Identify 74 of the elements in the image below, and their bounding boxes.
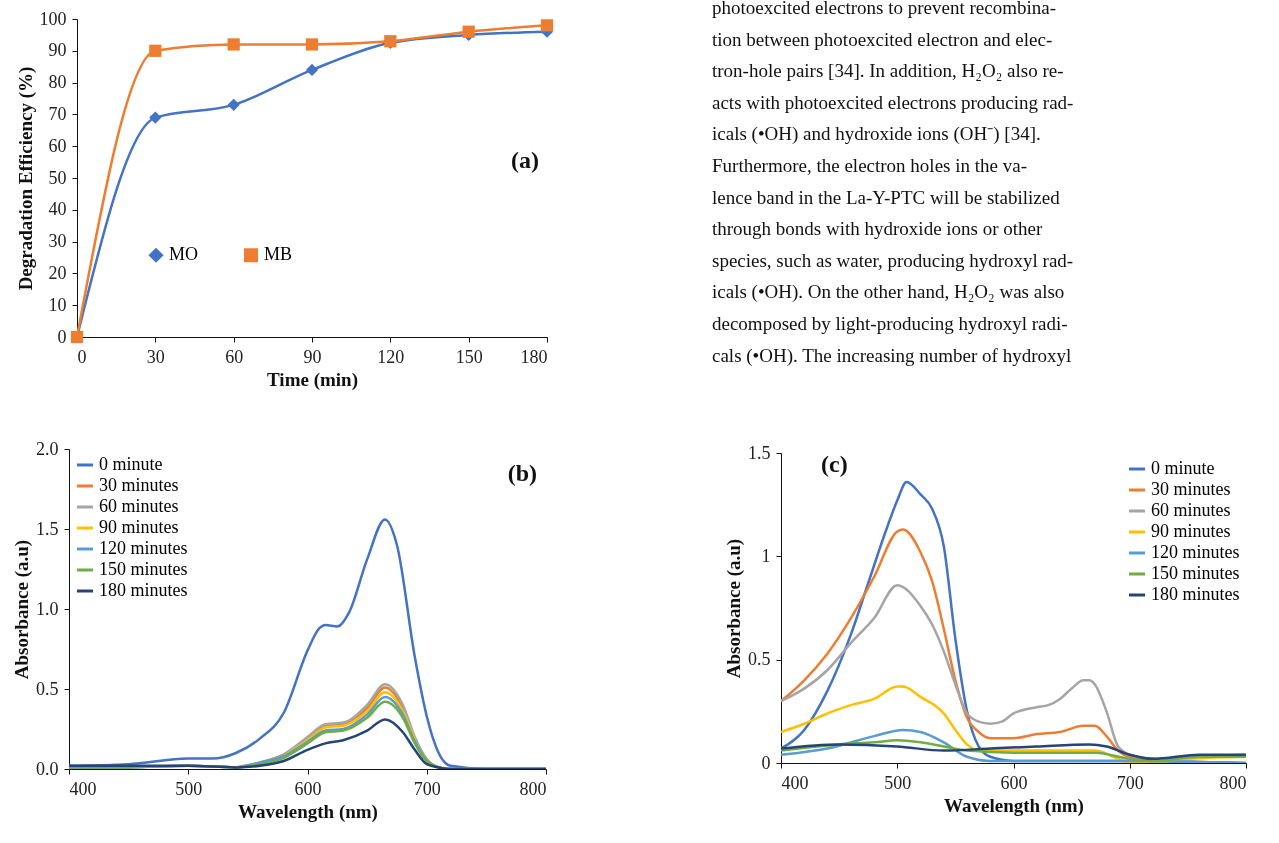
x-tick-label: 60 xyxy=(225,346,244,367)
text: tion between photoexcited electron and elec- xyxy=(712,27,1054,52)
text: (a) xyxy=(511,147,539,173)
y-axis-title: Degradation Efficiency (%) xyxy=(14,66,37,291)
chart-title: (b) xyxy=(507,460,537,486)
x-tick-label: 800 xyxy=(1219,772,1247,793)
text: cals (•OH). The increasing number of hydroxyl xyxy=(712,343,1073,368)
text: icals (•OH). On the other hand, H₂O₂ was also xyxy=(712,280,1066,305)
legend-label: 0 minute xyxy=(99,454,163,474)
text: through bonds with hydroxide ions or other xyxy=(712,217,1044,242)
y-tick-label: 60 xyxy=(48,135,67,156)
legend-label: 30 minutes xyxy=(99,475,179,495)
y-tick-label: 1.0 xyxy=(36,598,59,619)
text: decomposed by light-producing hydroxyl radi- xyxy=(712,311,1069,336)
y-tick-label: 0.5 xyxy=(36,678,59,699)
y-axis-title: Absorbance (a.u) xyxy=(723,538,745,679)
y-axis-title: Absorbance (a.u) xyxy=(11,539,33,680)
x-tick-label: 180 xyxy=(520,346,548,367)
x-axis-title: Time (min) xyxy=(267,368,358,391)
x-axis-title: Wavelength (nm) xyxy=(238,800,378,823)
y-tick-label: 0 xyxy=(57,326,67,347)
y-tick-label: 1 xyxy=(761,545,771,566)
legend-label: 30 minutes xyxy=(1151,479,1231,499)
text: acts with photoexcited electrons producing rad- xyxy=(712,90,1074,115)
legend-label: 0 minute xyxy=(1151,458,1215,478)
x-axis-title: Wavelength (nm) xyxy=(944,794,1084,817)
y-tick-label: 0 xyxy=(761,752,771,773)
x-tick-label: 90 xyxy=(303,346,322,367)
y-tick-label: 1.5 xyxy=(748,442,771,463)
text: tron-hole pairs [34]. In addition, H₂O₂ also re- xyxy=(712,59,1065,84)
text: species, such as water, producing hydroxyl rad- xyxy=(712,248,1074,273)
y-tick-label: 40 xyxy=(48,199,67,220)
legend-label: 120 minutes xyxy=(1151,542,1240,562)
y-tick-label: 50 xyxy=(48,167,67,188)
x-tick-label: 500 xyxy=(884,772,912,793)
y-tick-label: 70 xyxy=(48,103,67,124)
x-tick-label: 120 xyxy=(377,346,405,367)
y-tick-label: 1.5 xyxy=(36,518,59,539)
legend-label: 90 minutes xyxy=(1151,521,1231,541)
x-tick-label: 0 xyxy=(77,346,87,367)
text: photoexcited electrons to prevent recombina- xyxy=(712,0,1057,20)
y-tick-label: 90 xyxy=(48,40,67,61)
y-tick-label: 30 xyxy=(48,231,67,252)
chart-title: (c) xyxy=(821,451,848,477)
text: icals (•OH) and hydroxide ions (OH⁻) [34]. xyxy=(712,122,1042,147)
legend-label: 60 minutes xyxy=(1151,500,1231,520)
legend-label: 120 minutes xyxy=(99,538,188,558)
x-tick-label: 700 xyxy=(413,778,441,799)
y-tick-label: 0.0 xyxy=(36,758,59,779)
y-tick-label: 100 xyxy=(39,8,67,29)
y-tick-label: 2.0 xyxy=(36,438,59,459)
legend-label: 150 minutes xyxy=(99,559,188,579)
legend-label: 90 minutes xyxy=(99,517,179,537)
text: lence band in the La-Y-PTC will be stabilized xyxy=(712,185,1061,210)
x-tick-label: 400 xyxy=(69,778,97,799)
x-tick-label: 30 xyxy=(146,346,165,367)
legend-label: 150 minutes xyxy=(1151,563,1240,583)
y-tick-label: 20 xyxy=(48,262,67,283)
legend-label: 180 minutes xyxy=(1151,584,1240,604)
x-tick-label: 400 xyxy=(781,772,809,793)
y-tick-label: 0.5 xyxy=(748,649,771,670)
text: Furthermore, the electron holes in the va- xyxy=(712,153,1028,178)
x-tick-label: 600 xyxy=(1000,772,1028,793)
y-tick-label: 80 xyxy=(48,72,67,93)
x-tick-label: 600 xyxy=(294,778,322,799)
x-tick-label: 800 xyxy=(519,778,547,799)
y-tick-label: 10 xyxy=(48,294,67,315)
legend-label: MB xyxy=(264,244,293,265)
legend-label: 180 minutes xyxy=(99,580,188,600)
x-tick-label: 700 xyxy=(1116,772,1144,793)
legend-label: MO xyxy=(169,244,199,265)
x-tick-label: 150 xyxy=(455,346,483,367)
legend-label: 60 minutes xyxy=(99,496,179,516)
x-tick-label: 500 xyxy=(175,778,203,799)
